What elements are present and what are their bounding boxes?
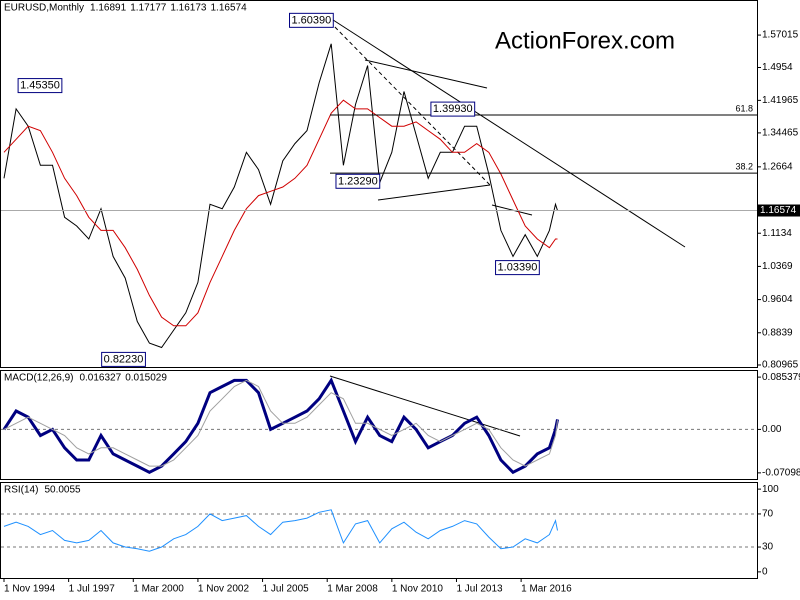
trendline bbox=[491, 204, 533, 216]
trendline bbox=[364, 59, 488, 89]
annotation-box bbox=[289, 12, 334, 28]
last-price-box bbox=[757, 204, 800, 217]
last-price-label: 1.16574 bbox=[760, 205, 797, 216]
annotation-box bbox=[430, 101, 476, 117]
y-tick-label: 1.4954 bbox=[762, 62, 793, 73]
annotation-box bbox=[335, 173, 381, 189]
header-value: 1.16891 bbox=[90, 3, 127, 14]
price-panel bbox=[0, 0, 758, 368]
y-tick-label: 0.00 bbox=[762, 424, 782, 435]
trendline bbox=[329, 21, 491, 186]
header-value: 0.016327 bbox=[79, 373, 121, 384]
series-line bbox=[3, 379, 558, 467]
trendlines bbox=[329, 17, 686, 437]
trendline bbox=[329, 375, 521, 437]
trendline bbox=[377, 184, 491, 201]
x-tick-label: 1 Mar 2016 bbox=[521, 584, 572, 595]
trendline bbox=[329, 17, 686, 248]
annotation-label: 1.60390 bbox=[292, 14, 332, 26]
y-tick-label: 0.085379 bbox=[762, 372, 800, 383]
annotation-label: 0.82230 bbox=[104, 353, 144, 365]
y-tick-label: 70 bbox=[762, 509, 774, 520]
series-line bbox=[3, 43, 558, 349]
y-tick-label: 1.2664 bbox=[762, 161, 793, 172]
macd-panel bbox=[0, 370, 758, 480]
annotation-label: 1.03390 bbox=[498, 262, 538, 274]
series-line bbox=[3, 99, 558, 327]
annotation-label: 1.23290 bbox=[338, 175, 378, 187]
series-line bbox=[2, 377, 559, 475]
panel-title: RSI(14) bbox=[4, 485, 38, 496]
annotation-box bbox=[101, 351, 146, 367]
x-tick-label: 1 Nov 1994 bbox=[4, 584, 56, 595]
header-value: 50.0055 bbox=[44, 485, 81, 496]
panel-title: EURUSD,Monthly bbox=[4, 3, 84, 14]
panel-title: MACD(12,26,9) bbox=[4, 373, 73, 384]
x-tick-label: 1 Mar 2008 bbox=[327, 584, 378, 595]
watermark: ActionForex.com bbox=[495, 27, 675, 54]
fib-label: 38.2 bbox=[735, 161, 753, 171]
header-value: 0.015029 bbox=[125, 373, 167, 384]
x-tick-label: 1 Jul 2005 bbox=[263, 584, 310, 595]
x-tick-label: 1 Mar 2000 bbox=[133, 584, 184, 595]
annotation-label: 1.45350 bbox=[20, 80, 60, 92]
y-tick-label: 0.80965 bbox=[762, 360, 799, 371]
header-value: 1.17177 bbox=[130, 3, 167, 14]
x-tick-label: 1 Jul 2013 bbox=[456, 584, 503, 595]
header-value: 1.16574 bbox=[211, 3, 248, 14]
y-tick-label: 100 bbox=[762, 484, 779, 495]
y-tick-label: 30 bbox=[762, 542, 774, 553]
y-tick-label: 1.1134 bbox=[762, 228, 792, 239]
x-tick-label: 1 Jul 1997 bbox=[69, 584, 116, 595]
y-tick-label: 0.9604 bbox=[762, 294, 793, 305]
rsi-panel bbox=[0, 482, 758, 579]
y-tick-label: 1.57015 bbox=[762, 30, 799, 41]
annotation-label: 1.39930 bbox=[433, 103, 473, 115]
fib-label: 61.8 bbox=[735, 103, 753, 113]
y-tick-label: 0 bbox=[762, 567, 768, 578]
y-tick-label: 1.0369 bbox=[762, 261, 793, 272]
y-tick-label: 1.41965 bbox=[762, 95, 799, 106]
x-tick-label: 1 Nov 2002 bbox=[198, 584, 250, 595]
x-tick-label: 1 Nov 2010 bbox=[392, 584, 444, 595]
annotation-box bbox=[17, 78, 63, 94]
y-tick-label: 0.8839 bbox=[762, 327, 793, 338]
y-tick-label: -0.070989 bbox=[762, 468, 800, 479]
annotation-box bbox=[495, 260, 540, 276]
header-value: 1.16173 bbox=[170, 3, 207, 14]
series-line bbox=[3, 509, 558, 552]
y-tick-label: 1.34465 bbox=[762, 128, 799, 139]
